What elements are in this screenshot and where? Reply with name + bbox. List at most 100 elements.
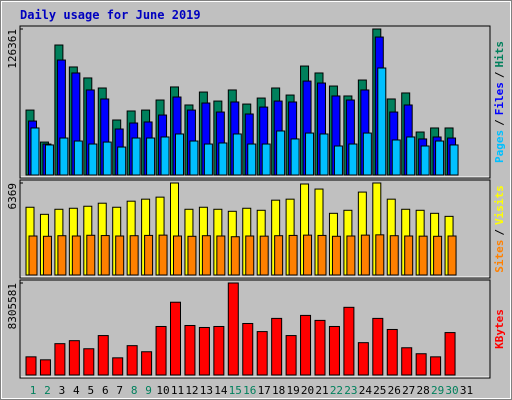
x-tick-label: 30 <box>445 384 458 397</box>
bar <box>57 235 67 276</box>
bar <box>30 127 40 176</box>
bar <box>141 351 153 376</box>
x-tick-label: 28 <box>417 384 430 397</box>
bar <box>39 359 51 376</box>
x-tick-label: 3 <box>59 384 66 397</box>
bar <box>360 234 370 276</box>
bar <box>401 347 413 376</box>
bar <box>375 234 385 276</box>
bar <box>389 235 399 276</box>
bar <box>155 325 167 376</box>
x-tick-label: 27 <box>402 384 415 397</box>
bar <box>259 235 269 276</box>
x-tick-label: 4 <box>73 384 80 397</box>
bar <box>357 342 369 376</box>
legend-entry: Hits <box>493 41 506 68</box>
bar <box>88 143 98 176</box>
bar <box>386 328 398 376</box>
chart-title: Daily usage for June 2019 <box>20 8 201 22</box>
x-tick-label: 1 <box>30 384 37 397</box>
bar <box>435 140 445 176</box>
bar <box>245 235 255 276</box>
legend: Pages / Files / Hits <box>493 41 506 163</box>
bar <box>285 335 297 376</box>
bar <box>42 235 52 276</box>
bar <box>131 137 141 176</box>
x-tick-label: 25 <box>373 384 386 397</box>
bar <box>203 143 213 176</box>
x-tick-label: 11 <box>171 384 184 397</box>
bar <box>274 235 284 276</box>
bar <box>126 345 138 376</box>
bar <box>449 144 459 176</box>
bar <box>173 235 182 276</box>
x-tick-label: 24 <box>359 384 373 397</box>
x-tick-label: 12 <box>185 384 198 397</box>
x-tick-label: 9 <box>145 384 152 397</box>
x-tick-label: 5 <box>87 384 94 397</box>
y-tick-label: 6369 <box>6 183 19 210</box>
bar <box>201 235 211 276</box>
bar <box>230 236 240 276</box>
bar <box>170 301 181 376</box>
y-tick-label: 126361 <box>6 29 19 69</box>
x-tick-label: 7 <box>116 384 123 397</box>
x-tick-label: 20 <box>301 384 314 397</box>
x-tick-label: 22 <box>330 384 343 397</box>
bar <box>218 142 228 176</box>
bar <box>227 282 239 376</box>
x-tick-label: 29 <box>431 384 444 397</box>
x-tick-label: 16 <box>243 384 256 397</box>
bar <box>276 130 286 176</box>
legend-entry: Sites <box>493 240 506 273</box>
bar <box>362 132 372 176</box>
bar <box>160 136 170 176</box>
bar <box>372 317 384 376</box>
legend-entry: Files <box>493 82 506 115</box>
bar <box>343 306 355 376</box>
bar <box>300 314 312 376</box>
x-tick-label: 23 <box>344 384 357 397</box>
bar <box>418 235 428 276</box>
bar <box>290 138 300 176</box>
legend-entry: Visits <box>493 185 506 225</box>
legend-separator: / <box>493 229 506 236</box>
bar <box>261 143 271 176</box>
bar <box>447 235 457 276</box>
x-tick-label: 13 <box>200 384 213 397</box>
bar <box>71 235 81 276</box>
bar <box>348 143 358 176</box>
bar <box>117 146 127 176</box>
bar <box>189 140 199 176</box>
bar <box>184 324 196 376</box>
bar <box>213 325 225 376</box>
bar <box>175 133 184 176</box>
bar <box>115 235 125 276</box>
bar <box>391 139 401 176</box>
bar <box>146 137 156 176</box>
bar <box>303 234 313 276</box>
bar <box>232 133 242 176</box>
bar <box>100 235 110 276</box>
bar <box>187 235 197 276</box>
bar <box>44 144 54 176</box>
bar <box>102 141 112 176</box>
bar <box>444 332 456 376</box>
legend-entry: Pages <box>493 130 506 163</box>
x-tick-label: 14 <box>214 384 228 397</box>
legend-separator: / <box>493 119 506 126</box>
bar <box>97 335 109 376</box>
bar <box>305 132 315 176</box>
bar <box>59 137 69 176</box>
y-tick-label: 8305581 <box>6 283 19 329</box>
bar <box>377 67 387 176</box>
bar <box>331 235 341 276</box>
bar <box>346 235 356 276</box>
bar <box>430 356 442 376</box>
legend: KBytes <box>493 309 506 349</box>
legend-separator: / <box>493 71 506 78</box>
bar <box>144 234 154 276</box>
bar <box>129 235 139 276</box>
